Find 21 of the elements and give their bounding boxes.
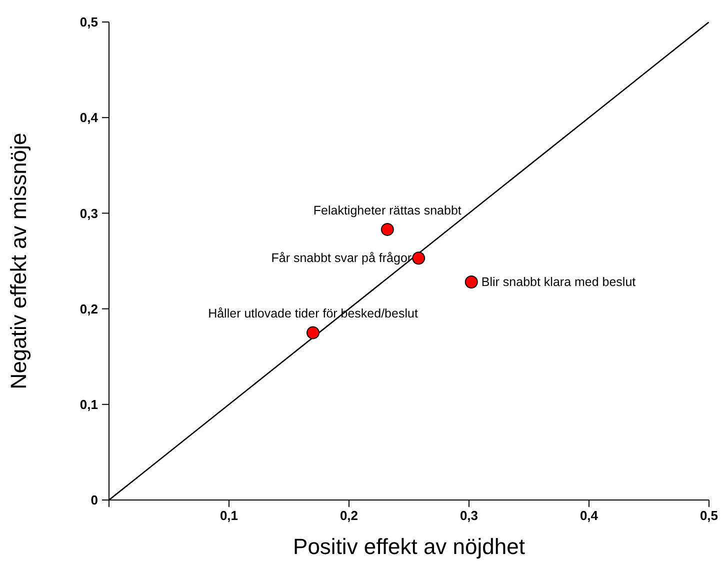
annotation: Felaktigheter rättas snabbt	[313, 203, 462, 218]
x-tick-label: 0,1	[220, 508, 238, 524]
point	[464, 276, 478, 289]
annotation: Håller utlovade tider för besked/beslut	[208, 306, 418, 321]
y-axis-title: Negativ effekt av missnöje	[6, 132, 31, 390]
y-tick-label: 0,4	[80, 110, 99, 126]
x-tick-label: 0,4	[580, 508, 599, 524]
x-tick-label: 0,3	[460, 508, 478, 524]
y-tick-label: 0,3	[80, 206, 98, 221]
point	[412, 252, 426, 265]
y-tick-label: 0,5	[80, 14, 98, 30]
point	[306, 326, 320, 340]
y-tick-label: 0,1	[80, 397, 98, 412]
annotation: Blir snabbt klara med beslut	[481, 275, 636, 290]
point	[380, 222, 394, 236]
y-tick-label: 0,2	[80, 301, 98, 316]
y-tick-label: 0	[90, 492, 98, 508]
x-tick-label: 0,2	[340, 508, 358, 524]
x-tick-label: 0,5	[700, 508, 718, 524]
annotation: Får snabbt svar på frågor	[271, 251, 412, 266]
x-axis-title: Positiv effekt av nöjdhet	[293, 534, 525, 559]
